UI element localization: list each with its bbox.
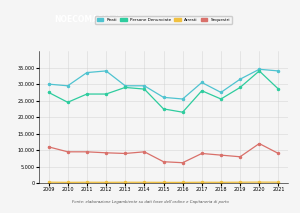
Text: NOECOMAFIA.IT: NOECOMAFIA.IT	[54, 15, 123, 24]
Text: Fonte: elaborazione Legambiente su dati forze dell'ordine e Capitaneria di porto: Fonte: elaborazione Legambiente su dati …	[72, 200, 228, 204]
Legend: Reati, Persone Denunciate, Arresti, Sequestri: Reati, Persone Denunciate, Arresti, Sequ…	[95, 16, 232, 24]
